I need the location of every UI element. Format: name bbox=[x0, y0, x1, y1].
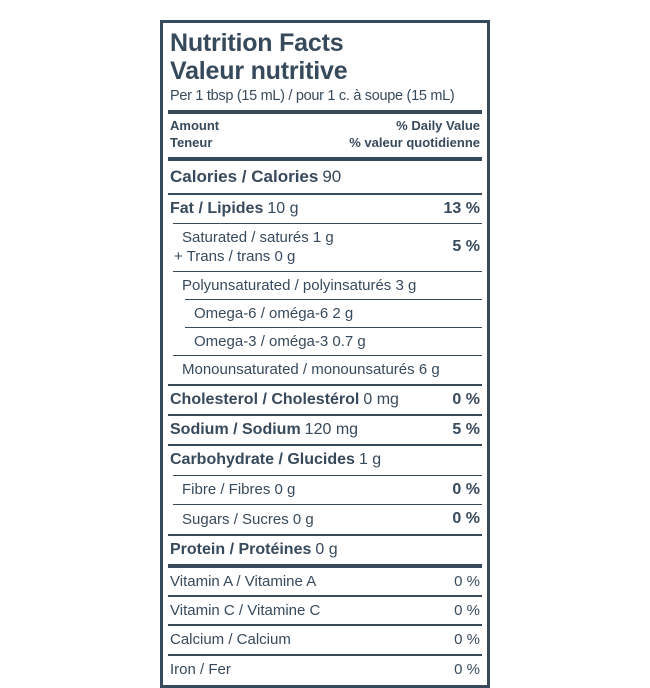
fibre-label: Fibre / Fibres 0 g bbox=[182, 481, 296, 499]
row-sodium: Sodium / Sodium 120 mg 5 % bbox=[168, 416, 482, 444]
saturated-trans-daily-value: 5 % bbox=[452, 238, 480, 256]
row-fat: Fat / Lipides 10 g 13 % bbox=[168, 195, 482, 223]
sodium-daily-value: 5 % bbox=[452, 421, 480, 438]
separator bbox=[173, 474, 482, 476]
sugars-daily-value: 0 % bbox=[452, 510, 480, 528]
row-fibre: Fibre / Fibres 0 g 0 % bbox=[168, 476, 482, 504]
fat-label: Fat / Lipides 10 g bbox=[170, 200, 298, 218]
calories-value: 90 bbox=[322, 167, 342, 187]
separator bbox=[168, 533, 482, 536]
separator bbox=[173, 270, 482, 272]
row-omega-3: Omega-3 / oméga-3 0.7 g bbox=[168, 328, 482, 355]
separator bbox=[168, 414, 482, 416]
row-omega-6: Omega-6 / oméga-6 2 g bbox=[168, 300, 482, 327]
cholesterol-daily-value: 0 % bbox=[452, 390, 480, 408]
row-protein: Protein / Protéines 0 g bbox=[168, 536, 482, 564]
omega-6-label: Omega-6 / oméga-6 2 g bbox=[194, 304, 354, 322]
daily-value-header-fr: % valeur quotidienne bbox=[349, 135, 480, 151]
cholesterol-value: 0 mg bbox=[363, 390, 399, 408]
amount-header: Amount Teneur bbox=[170, 118, 219, 152]
polyunsaturated-label: Polyunsaturated / polyinsaturés 3 g bbox=[182, 276, 417, 294]
separator bbox=[168, 444, 482, 447]
row-vitamin-c: Vitamin C / Vitamine C 0 % bbox=[168, 597, 482, 624]
title-english: Nutrition Facts bbox=[170, 29, 344, 57]
sugars-label: Sugars / Sucres 0 g bbox=[182, 510, 314, 528]
iron-daily-value: 0 % bbox=[454, 660, 480, 678]
row-vitamin-a: Vitamin A / Vitamine A 0 % bbox=[168, 568, 482, 595]
cholesterol-name: Cholesterol / Cholestérol bbox=[170, 390, 360, 408]
sodium-name: Sodium / Sodium bbox=[170, 421, 301, 438]
protein-value: 0 g bbox=[315, 540, 338, 558]
row-cholesterol: Cholesterol / Cholestérol 0 mg 0 % bbox=[168, 386, 482, 414]
row-monounsaturated: Monounsaturated / monounsaturés 6 g bbox=[168, 356, 482, 383]
calcium-label: Calcium / Calcium bbox=[170, 631, 291, 649]
iron-label: Iron / Fer bbox=[170, 660, 231, 678]
title-french: Valeur nutritive bbox=[170, 57, 348, 85]
row-carbohydrate: Carbohydrate / Glucides 1 g bbox=[168, 446, 482, 474]
separator bbox=[173, 504, 482, 506]
row-iron: Iron / Fer 0 % bbox=[168, 656, 482, 683]
vitamin-a-label: Vitamin A / Vitamine A bbox=[170, 572, 317, 590]
carbohydrate-label: Carbohydrate / Glucides 1 g bbox=[170, 451, 381, 469]
daily-value-header-en: % Daily Value bbox=[396, 118, 480, 134]
fat-daily-value: 13 % bbox=[443, 199, 480, 217]
separator bbox=[168, 192, 482, 195]
omega-3-label: Omega-3 / oméga-3 0.7 g bbox=[194, 333, 366, 351]
carbohydrate-value: 1 g bbox=[358, 451, 382, 469]
sodium-label: Sodium / Sodium 120 mg bbox=[170, 421, 358, 439]
separator bbox=[173, 355, 482, 357]
separator bbox=[173, 223, 482, 225]
row-calories: Calories / Calories 90 bbox=[168, 161, 482, 193]
fat-value: 10 g bbox=[267, 199, 299, 217]
vitamin-c-label: Vitamin C / Vitamine C bbox=[170, 602, 321, 620]
calories-name: Calories / Calories bbox=[170, 167, 319, 187]
sodium-value: 120 mg bbox=[304, 421, 359, 438]
row-polyunsaturated: Polyunsaturated / polyinsaturés 3 g bbox=[168, 272, 482, 299]
protein-label: Protein / Protéines 0 g bbox=[170, 541, 338, 559]
separator bbox=[168, 383, 482, 386]
separator bbox=[185, 298, 482, 300]
separator bbox=[185, 327, 482, 329]
row-saturated-trans: Saturated / saturés 1 g + Trans / trans … bbox=[168, 224, 482, 271]
protein-name: Protein / Protéines bbox=[170, 540, 312, 558]
thick-divider bbox=[168, 157, 482, 162]
row-calcium: Calcium / Calcium 0 % bbox=[168, 626, 482, 653]
monounsaturated-label: Monounsaturated / monounsaturés 6 g bbox=[182, 361, 440, 379]
saturated-trans-label: Saturated / saturés 1 g + Trans / trans … bbox=[174, 229, 334, 266]
calories-label: Calories / Calories 90 bbox=[170, 167, 341, 187]
thick-divider bbox=[168, 110, 482, 115]
amount-header-en: Amount bbox=[170, 118, 220, 134]
separator bbox=[168, 595, 482, 598]
serving-size: Per 1 tbsp (15 mL) / pour 1 c. à soupe (… bbox=[170, 88, 455, 104]
cholesterol-label: Cholesterol / Cholestérol 0 mg bbox=[170, 391, 399, 409]
trans-label: + Trans / trans 0 g bbox=[174, 248, 296, 266]
fat-name: Fat / Lipides bbox=[170, 199, 264, 217]
calcium-daily-value: 0 % bbox=[454, 631, 480, 649]
thick-divider bbox=[168, 563, 482, 568]
saturated-label: Saturated / saturés 1 g bbox=[182, 229, 334, 247]
fibre-daily-value: 0 % bbox=[452, 480, 480, 498]
amount-header-fr: Teneur bbox=[170, 135, 213, 151]
vitamin-a-daily-value: 0 % bbox=[454, 572, 480, 590]
nutrition-facts-label: Nutrition Facts Valeur nutritive Per 1 t… bbox=[160, 20, 490, 688]
carbohydrate-name: Carbohydrate / Glucides bbox=[170, 451, 355, 469]
daily-value-header: % Daily Value % valeur quotidienne bbox=[349, 118, 480, 152]
separator bbox=[168, 624, 482, 627]
vitamin-c-daily-value: 0 % bbox=[454, 602, 480, 620]
column-headers: Amount Teneur % Daily Value % valeur quo… bbox=[168, 114, 482, 157]
row-sugars: Sugars / Sucres 0 g 0 % bbox=[168, 505, 482, 533]
